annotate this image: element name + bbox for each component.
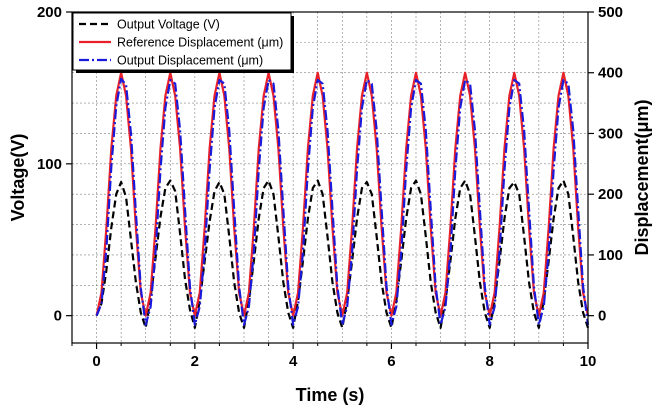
y-right-tick-label: 500 [598,4,623,21]
x-tick-label: 0 [92,353,100,370]
x-tick-label: 6 [387,353,395,370]
series-layer [95,71,590,329]
x-tick-label: 10 [580,353,597,370]
x-axis-title: Time (s) [296,385,365,405]
y-right-tick-label: 0 [598,308,606,325]
y-right-axis-title: Displacement(μm) [632,99,652,255]
y-right-tick-label: 200 [598,186,623,203]
x-tick-label: 8 [486,353,494,370]
y-left-tick-label: 100 [37,156,62,173]
y-right-tick-label: 300 [598,125,623,142]
legend: Output Voltage (V) Reference Displacement… [72,12,294,73]
y-right-tick-label: 400 [598,65,623,82]
series-line-1 [95,179,590,329]
plot-area-frame [71,11,589,344]
y-left-axis-title: Voltage(V) [8,134,28,222]
y-left-tick-label: 200 [37,4,62,21]
legend-label-3: Output Displacement (μm) [117,54,263,68]
series-line-2 [95,71,590,317]
legend-label-1: Output Voltage (V) [117,18,220,32]
x-tick-label: 4 [289,353,298,370]
y-left-tick-label: 0 [54,308,62,325]
x-tick-label: 2 [191,353,199,370]
legend-label-2: Reference Displacement (μm) [117,36,283,50]
series-line-3 [95,77,590,326]
y-right-tick-label: 100 [598,247,623,264]
